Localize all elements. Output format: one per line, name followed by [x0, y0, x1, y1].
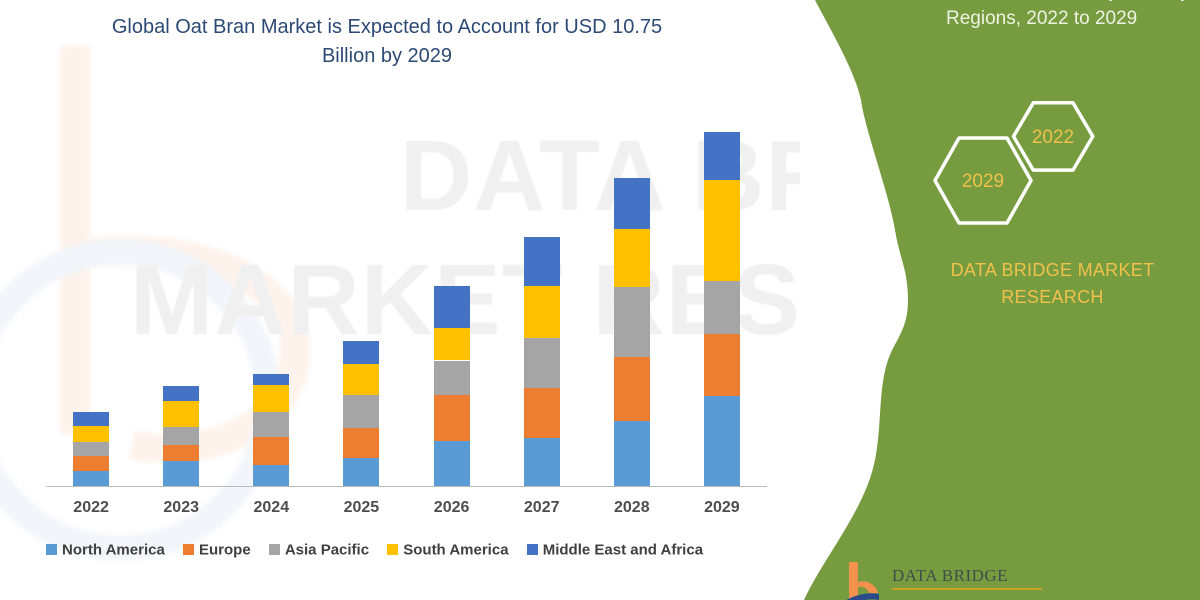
svg-text:2029: 2029	[962, 171, 1004, 192]
svg-text:2022: 2022	[1032, 127, 1074, 148]
